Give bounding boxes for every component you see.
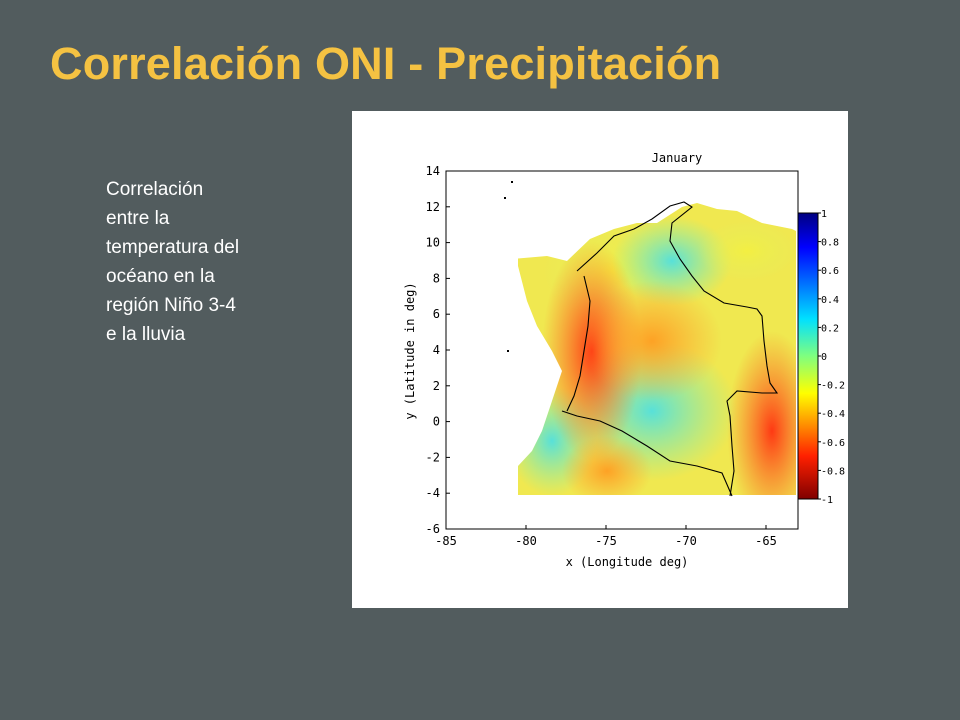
chart-title: January [652, 151, 703, 165]
colorbar-tick-label: 0.8 [821, 238, 839, 249]
colorbar [797, 212, 819, 500]
y-tick-label: 10 [426, 236, 440, 250]
y-tick-label: 0 [433, 415, 440, 429]
colorbar-tick-label: -1 [821, 495, 833, 506]
x-tick-label: -75 [595, 534, 617, 548]
colorbar-tick-label: -0.4 [821, 409, 845, 420]
correlation-field [512, 203, 796, 495]
y-tick-label: -4 [426, 486, 440, 500]
colorbar-tick-label: -0.8 [821, 466, 845, 477]
y-axis-label: y (Latitude in deg) [403, 282, 417, 419]
colorbar-tick-label: -0.2 [821, 381, 845, 392]
island-dot [507, 350, 509, 352]
island-dot [504, 197, 506, 199]
colorbar-tick-label: 0 [821, 352, 827, 363]
y-tick-label: 14 [426, 164, 440, 178]
x-axis-label: x (Longitude deg) [566, 555, 689, 569]
y-tick-label: 2 [433, 379, 440, 393]
description-line: océano en la [106, 266, 215, 287]
description-line: temperatura del [106, 237, 240, 258]
y-ticks: 14 12 10 8 6 4 2 0 -2 -4 -6 [426, 164, 450, 536]
colorbar-ticks: 1 0.8 0.6 0.4 0.2 0 -0.2 -0.4 -0.6 -0.8 -1 [818, 209, 845, 506]
country-borders [561, 201, 779, 497]
description-line: entre la [106, 208, 170, 229]
y-tick-label: 12 [426, 200, 440, 214]
x-tick-label: -85 [435, 534, 457, 548]
colorbar-tick-label: 0.4 [821, 295, 839, 306]
y-tick-label: 4 [433, 343, 440, 357]
colorbar-tick-label: -0.6 [821, 438, 845, 449]
x-tick-label: -65 [755, 534, 777, 548]
colorbar-tick-label: 1 [821, 209, 827, 220]
correlation-map-figure: -85 -80 -75 -70 -65 14 12 10 8 6 4 2 0 -2 -4 -6 Januar… [352, 111, 848, 608]
island-dot [511, 181, 513, 183]
y-tick-label: 6 [433, 307, 440, 321]
description-line: Correlación [106, 179, 204, 200]
x-tick-label: -80 [515, 534, 537, 548]
colorbar-tick-label: 0.2 [821, 323, 839, 334]
description-text: Correlación entre la temperatura del océ… [106, 175, 291, 349]
y-tick-label: 8 [433, 271, 440, 285]
description-line: e la lluvia [106, 324, 186, 345]
description-line: región Niño 3-4 [106, 295, 236, 316]
x-ticks: -85 -80 -75 -70 -65 [435, 525, 777, 548]
colorbar-tick-label: 0.6 [821, 266, 839, 277]
x-tick-label: -70 [675, 534, 697, 548]
y-tick-label: -6 [426, 522, 440, 536]
slide-title: Correlación ONI - Precipitación [50, 38, 722, 89]
y-tick-label: -2 [426, 450, 440, 464]
